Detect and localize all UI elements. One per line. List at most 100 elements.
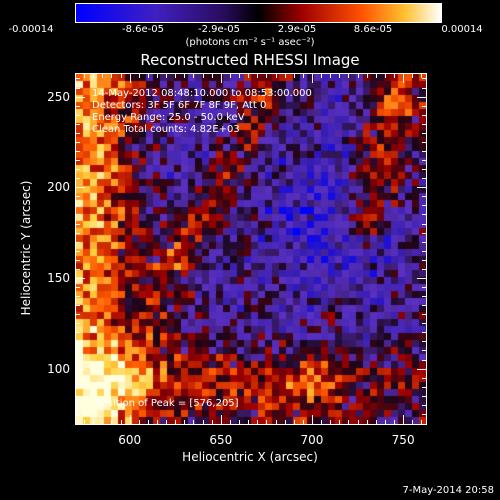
tick-mark bbox=[422, 305, 426, 307]
x-tick-label: 750 bbox=[391, 433, 415, 447]
chart-title: Reconstructed RHESSI Image bbox=[140, 51, 360, 69]
colorbar bbox=[75, 3, 442, 23]
tick-mark bbox=[76, 141, 80, 143]
tick-mark bbox=[129, 74, 131, 83]
tick-mark bbox=[166, 74, 168, 78]
tick-mark bbox=[417, 277, 426, 279]
footer-date: 7-May-2014 20:58 bbox=[402, 485, 494, 496]
tick-mark bbox=[422, 296, 426, 298]
tick-mark bbox=[266, 420, 268, 424]
tick-mark bbox=[157, 74, 159, 78]
tick-mark bbox=[422, 205, 426, 207]
tick-mark bbox=[422, 395, 426, 397]
tick-mark bbox=[311, 415, 313, 424]
tick-mark bbox=[129, 415, 131, 424]
y-axis-label: Heliocentric Y (arcsec) bbox=[19, 180, 33, 316]
tick-mark bbox=[84, 420, 86, 424]
tick-mark bbox=[394, 420, 395, 424]
tick-mark bbox=[422, 314, 426, 316]
tick-mark bbox=[76, 178, 80, 180]
tick-mark bbox=[76, 105, 80, 107]
tick-mark bbox=[111, 74, 113, 78]
tick-mark bbox=[76, 232, 80, 234]
tick-mark bbox=[348, 420, 350, 424]
tick-mark bbox=[76, 277, 85, 279]
colorbar-tick-label: 8.6e-05 bbox=[353, 24, 393, 35]
tick-mark bbox=[417, 187, 426, 189]
tick-mark bbox=[422, 223, 426, 225]
tick-mark bbox=[339, 420, 341, 424]
tick-mark bbox=[229, 420, 231, 424]
tick-mark bbox=[422, 105, 426, 107]
tick-mark bbox=[111, 420, 113, 424]
tick-mark bbox=[403, 74, 405, 83]
tick-mark bbox=[422, 350, 426, 352]
tick-mark bbox=[422, 132, 426, 134]
peak-position-annotation: Position of Peak = [576,205] bbox=[96, 398, 239, 409]
tick-mark bbox=[375, 74, 377, 78]
tick-mark bbox=[403, 415, 405, 424]
tick-mark bbox=[76, 259, 80, 261]
tick-mark bbox=[421, 74, 423, 78]
tick-mark bbox=[76, 305, 80, 307]
tick-mark bbox=[220, 74, 222, 83]
x-tick-label: 600 bbox=[118, 433, 142, 447]
tick-mark bbox=[422, 377, 426, 379]
tick-mark bbox=[175, 74, 177, 78]
tick-mark bbox=[422, 214, 426, 216]
tick-mark bbox=[275, 420, 277, 424]
tick-mark bbox=[76, 286, 80, 288]
tick-mark bbox=[76, 268, 80, 270]
tick-mark bbox=[412, 74, 414, 78]
tick-mark bbox=[357, 74, 359, 78]
tick-mark bbox=[76, 377, 80, 379]
tick-mark bbox=[422, 332, 426, 334]
tick-mark bbox=[422, 160, 426, 162]
tick-mark bbox=[375, 420, 377, 424]
tick-mark bbox=[284, 74, 286, 78]
colorbar-tick-label: 2.9e-05 bbox=[277, 24, 317, 35]
x-axis-label: Heliocentric X (arcsec) bbox=[182, 450, 318, 464]
tick-mark bbox=[102, 74, 104, 78]
tick-mark bbox=[76, 404, 80, 406]
colorbar-unit-label: (photons cm⁻² s⁻¹ asec⁻²) bbox=[185, 37, 315, 48]
tick-mark bbox=[339, 74, 341, 78]
tick-mark bbox=[166, 420, 168, 424]
tick-mark bbox=[76, 169, 80, 171]
tick-mark bbox=[120, 74, 122, 78]
tick-mark bbox=[422, 78, 426, 80]
tick-mark bbox=[422, 178, 426, 180]
tick-mark bbox=[239, 420, 241, 424]
tick-mark bbox=[422, 241, 426, 243]
colorbar-gradient bbox=[76, 4, 441, 22]
tick-mark bbox=[76, 223, 80, 225]
tick-mark bbox=[366, 420, 368, 424]
tick-mark bbox=[76, 241, 80, 243]
tick-mark bbox=[120, 420, 122, 424]
tick-mark bbox=[293, 420, 295, 424]
plot-area: 14-May-2012 08:48:10.000 to 08:53:00.000… bbox=[75, 73, 427, 425]
y-tick-label: 200 bbox=[47, 180, 70, 195]
tick-mark bbox=[76, 132, 80, 134]
tick-mark bbox=[76, 150, 80, 152]
tick-mark bbox=[311, 74, 313, 83]
y-tick-label: 100 bbox=[47, 361, 70, 376]
tick-mark bbox=[76, 78, 80, 80]
energy-range-annotation: Energy Range: 25.0 - 50.0 keV bbox=[92, 112, 245, 123]
colorbar-tick-label: -8.6e-05 bbox=[122, 24, 164, 35]
tick-mark bbox=[102, 420, 104, 424]
tick-mark bbox=[384, 74, 386, 78]
tick-mark bbox=[417, 96, 426, 98]
tick-mark bbox=[202, 420, 204, 424]
x-tick-label: 700 bbox=[300, 433, 324, 447]
tick-mark bbox=[422, 404, 426, 406]
tick-mark bbox=[330, 74, 332, 78]
tick-mark bbox=[384, 420, 386, 424]
tick-mark bbox=[321, 420, 323, 424]
tick-mark bbox=[76, 96, 85, 98]
heatmap-image bbox=[76, 74, 426, 424]
tick-mark bbox=[422, 87, 426, 89]
counts-annotation: Clean Total counts: 4.82E+03 bbox=[92, 124, 240, 135]
tick-mark bbox=[229, 74, 231, 78]
tick-mark bbox=[76, 296, 80, 298]
